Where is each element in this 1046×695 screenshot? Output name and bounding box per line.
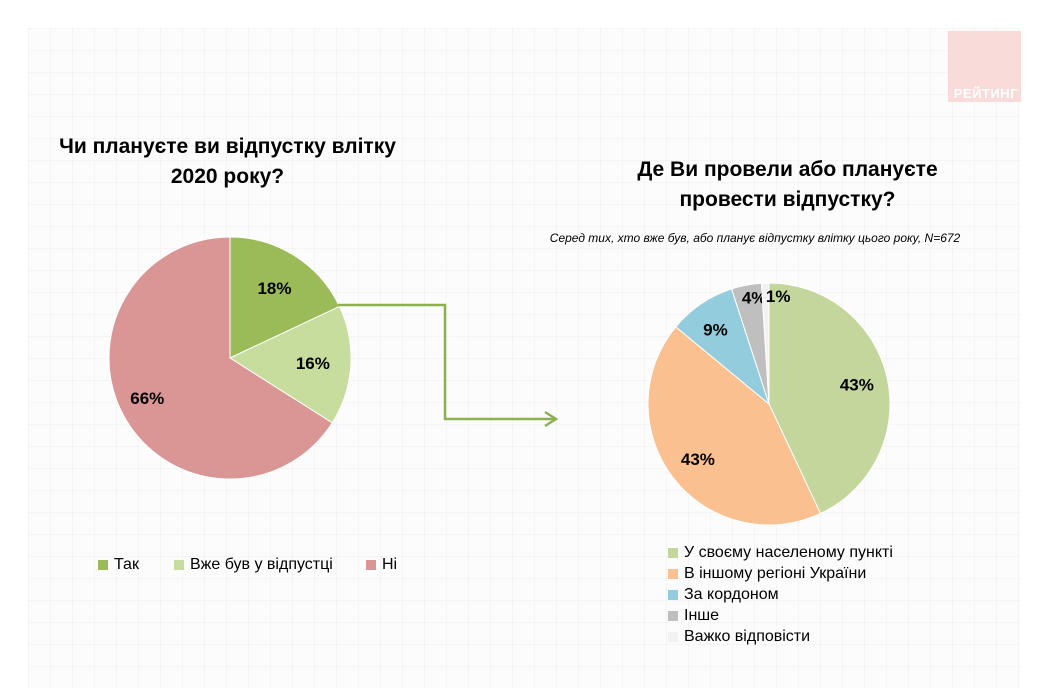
legend-item-own-settlement: У своєму населеному пункті (668, 542, 893, 563)
left-pie-chart: 18% 16% 66% (108, 236, 352, 480)
legend-item-abroad: За кордоном (668, 584, 893, 605)
legend-item-hard-to-say: Важко відповісти (668, 626, 893, 647)
pie-data-label: 43% (681, 450, 715, 469)
legend-swatch (668, 547, 678, 558)
right-chart-title: Де Ви провели або плануєте провести відп… (605, 155, 970, 215)
legend-swatch (174, 560, 184, 570)
pie-slice (647, 326, 822, 526)
legend-label: Так (114, 556, 139, 573)
right-pie-chart: 43% 43% 9% 4% 1% (647, 282, 891, 526)
pie-data-label: 43% (840, 375, 874, 394)
legend-label: Ні (382, 556, 398, 573)
pie-slice (760, 282, 770, 405)
legend-label: В іншому регіоні України (684, 564, 867, 582)
connector-arrow (338, 303, 559, 428)
legend-label: Інше (684, 606, 720, 624)
legend-swatch (668, 631, 678, 642)
legend-label: Вже був у відпустці (190, 556, 333, 573)
brand-logo: РЕЙТИНГ (948, 31, 1021, 102)
pie-data-label: 66% (130, 389, 164, 408)
legend-item-other: Інше (668, 605, 893, 626)
legend-swatch (668, 568, 678, 579)
legend-item-vzhe-buv: Вже був у відпустці (174, 556, 333, 574)
right-chart-subtitle: Серед тих, хто вже був, або планує відпу… (549, 231, 961, 245)
left-title-line-2: 2020 року? (170, 165, 285, 188)
pie-data-label: 1% (766, 287, 791, 306)
legend-swatch (668, 589, 678, 600)
right-title-line-2: провести відпустку? (679, 188, 896, 211)
legend-item-ni: Ні (366, 556, 397, 574)
legend-swatch (366, 560, 376, 570)
legend-label: У своєму населеному пункті (684, 543, 893, 561)
left-chart-title: Чи плануєте ви відпустку влітку 2020 рок… (50, 132, 405, 192)
legend-label: Важко відповісти (684, 627, 811, 645)
pie-data-label: 16% (296, 354, 330, 373)
right-chart-legend: У своєму населеному пункті В іншому регі… (668, 542, 893, 647)
logo-text: РЕЙТИНГ (953, 86, 1018, 101)
right-title-line-1: Де Ви провели або плануєте (637, 158, 938, 181)
pie-data-label: 18% (257, 279, 291, 298)
pie-slice (229, 236, 341, 359)
legend-swatch (98, 560, 108, 570)
legend-swatch (668, 610, 678, 621)
legend-item-other-region: В іншому регіоні України (668, 563, 893, 584)
pie-data-label: 4% (742, 289, 767, 308)
pie-data-label: 9% (703, 321, 728, 340)
pie-slice (228, 305, 352, 424)
pie-slice (768, 282, 891, 515)
legend-item-tak: Так (98, 556, 139, 574)
left-title-line-1: Чи плануєте ви відпустку влітку (59, 135, 396, 158)
pie-slice (108, 236, 333, 480)
legend-label: За кордоном (684, 585, 779, 603)
